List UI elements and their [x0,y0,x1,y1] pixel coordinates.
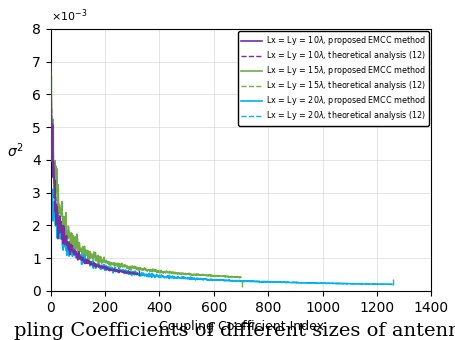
Text: $\times10^{-3}$: $\times10^{-3}$ [51,7,87,23]
Y-axis label: $\sigma^2$: $\sigma^2$ [7,141,24,160]
Legend: Lx = Ly = 10$\lambda$, proposed EMCC method, Lx = Ly = 10$\lambda$, theoretical : Lx = Ly = 10$\lambda$, proposed EMCC met… [238,31,428,126]
Text: pling Coefficients of different sizes of antenna arra: pling Coefficients of different sizes of… [14,322,455,340]
X-axis label: Coupling Coefficient Index: Coupling Coefficient Index [158,320,323,333]
